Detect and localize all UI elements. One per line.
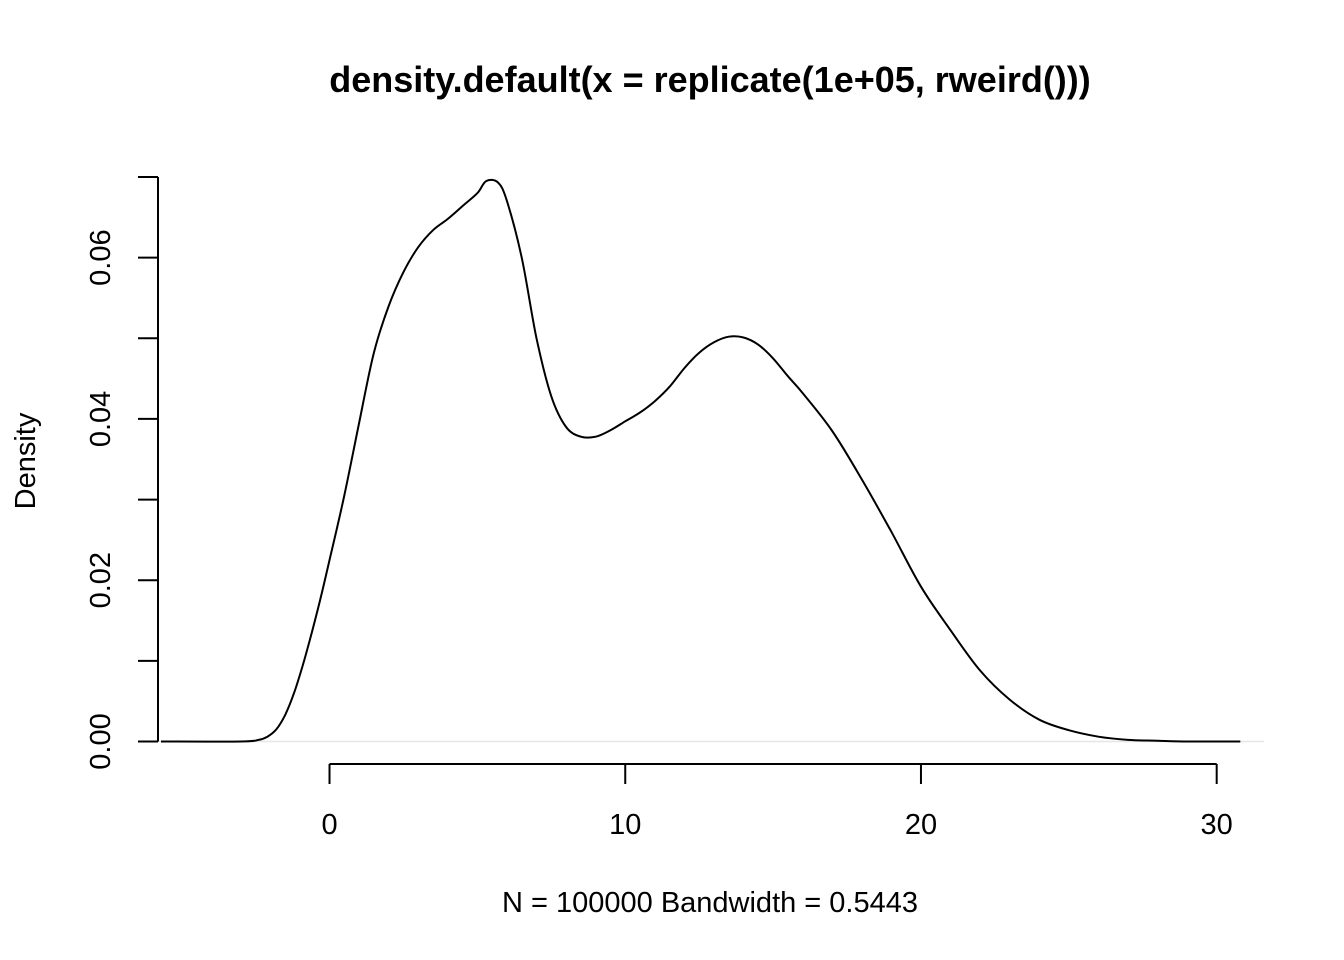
x-tick-label: 30: [1201, 809, 1233, 841]
chart-title: density.default(x = replicate(1e+05, rwe…: [329, 59, 1091, 100]
series-group: [160, 178, 1241, 743]
y-tick-label: 0.06: [85, 229, 117, 285]
density-curve: [160, 178, 1241, 743]
x-tick-label: 10: [609, 809, 641, 841]
x-tick-label: 0: [321, 809, 337, 841]
axes: 0.00 0.02 0.04 0.06 0 10 20 30: [85, 176, 1264, 841]
y-tick-label: 0.02: [85, 552, 117, 608]
y-tick-label: 0.04: [85, 391, 117, 447]
y-tick-label: 0.00: [85, 713, 117, 769]
x-axis-label: N = 100000 Bandwidth = 0.5443: [502, 887, 918, 919]
x-tick-label: 20: [905, 809, 937, 841]
y-axis-label: Density: [10, 412, 42, 509]
